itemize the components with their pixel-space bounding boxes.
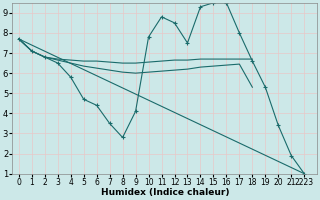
X-axis label: Humidex (Indice chaleur): Humidex (Indice chaleur)	[100, 188, 229, 197]
